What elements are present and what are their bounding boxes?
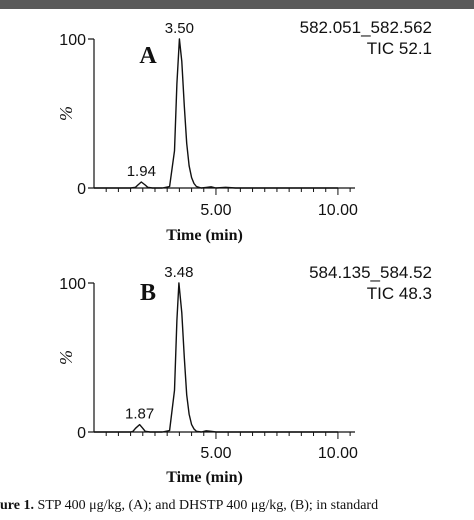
panel-b-chromatogram-trace xyxy=(94,282,338,433)
panel-a-x-axis-label: Time (min) xyxy=(166,227,243,244)
panel-b-x-axis-label: Time (min) xyxy=(166,469,243,486)
panel-b-peak-label: 3.48 xyxy=(164,264,193,281)
panel-a-tic-value: TIC 52.1 xyxy=(367,39,432,58)
panel-a-mass-range: 582.051_582.562 xyxy=(300,18,432,37)
caption-figure-number: ure 1. xyxy=(0,498,34,513)
figure-caption: ure 1. STP 400 μg/kg, (A); and DHSTP 400… xyxy=(0,498,474,520)
panel-a-chromatogram-trace xyxy=(94,38,338,189)
panel-a-y-axis-label: % xyxy=(56,106,76,121)
panel-a-x-tick-label: 5.00 xyxy=(200,202,231,219)
panel-b-peak-label: 1.87 xyxy=(125,406,154,423)
panel-b-y-axis-label: % xyxy=(56,350,76,365)
panel-a-peak-label: 1.94 xyxy=(127,163,156,180)
panel-b-y-tick-label: 100 xyxy=(59,276,86,293)
panel-a-y-tick-label: 100 xyxy=(59,32,86,49)
panel-b-tic-value: TIC 48.3 xyxy=(367,284,432,303)
panel-a-x-tick-label: 10.00 xyxy=(318,202,358,219)
panel-a-label: A xyxy=(139,43,157,69)
caption-text: STP 400 μg/kg, (A); and DHSTP 400 μg/kg,… xyxy=(37,498,379,513)
panel-a-y-tick-label: 0 xyxy=(77,181,86,198)
top-border-bar xyxy=(0,0,474,9)
panel-b-x-tick-label: 5.00 xyxy=(200,445,231,462)
panel-b-mass-range: 584.135_584.52 xyxy=(309,263,432,282)
panel-b-y-tick-label: 0 xyxy=(77,425,86,442)
chromatogram-figure: 0 100 5.00 10.00 Time (min)% A 582.051_582.562… xyxy=(56,18,432,486)
panel-b-label: B xyxy=(140,280,156,306)
panel-b-x-tick-label: 10.00 xyxy=(318,445,358,462)
panel-a-peak-label: 3.50 xyxy=(165,20,194,37)
